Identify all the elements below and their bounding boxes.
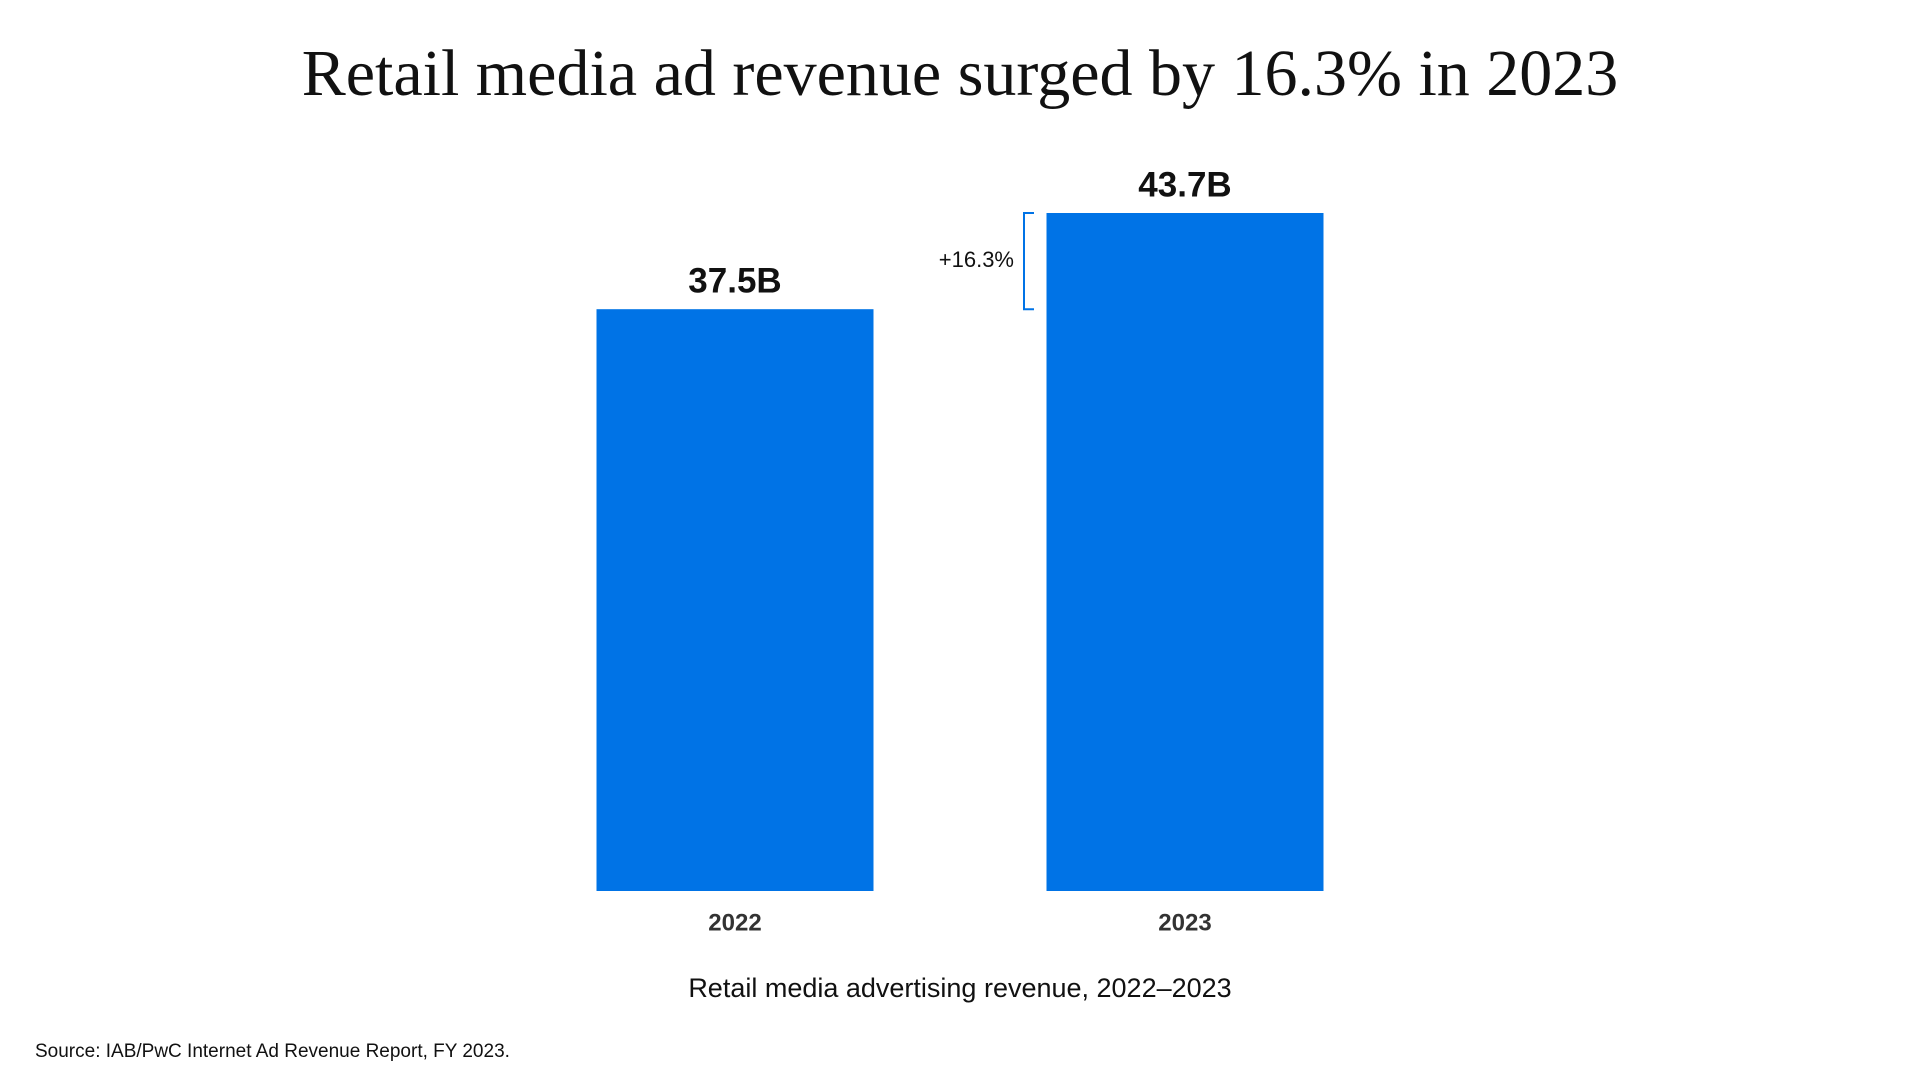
value-label: 43.7B — [1138, 165, 1231, 204]
source-note: Source: IAB/PwC Internet Ad Revenue Repo… — [35, 1041, 510, 1062]
x-tick-label: 2023 — [1158, 909, 1211, 936]
bar — [1046, 213, 1324, 891]
annotation-bracket — [1023, 212, 1034, 311]
bar — [596, 309, 874, 891]
x-tick-label: 2022 — [708, 909, 761, 936]
x-axis-label: Retail media advertising revenue, 2022–2… — [688, 973, 1231, 1003]
annotation: +16.3% — [939, 247, 1014, 272]
value-label: 37.5B — [688, 261, 781, 300]
chart-title: Retail media ad revenue surged by 16.3% … — [302, 37, 1619, 110]
